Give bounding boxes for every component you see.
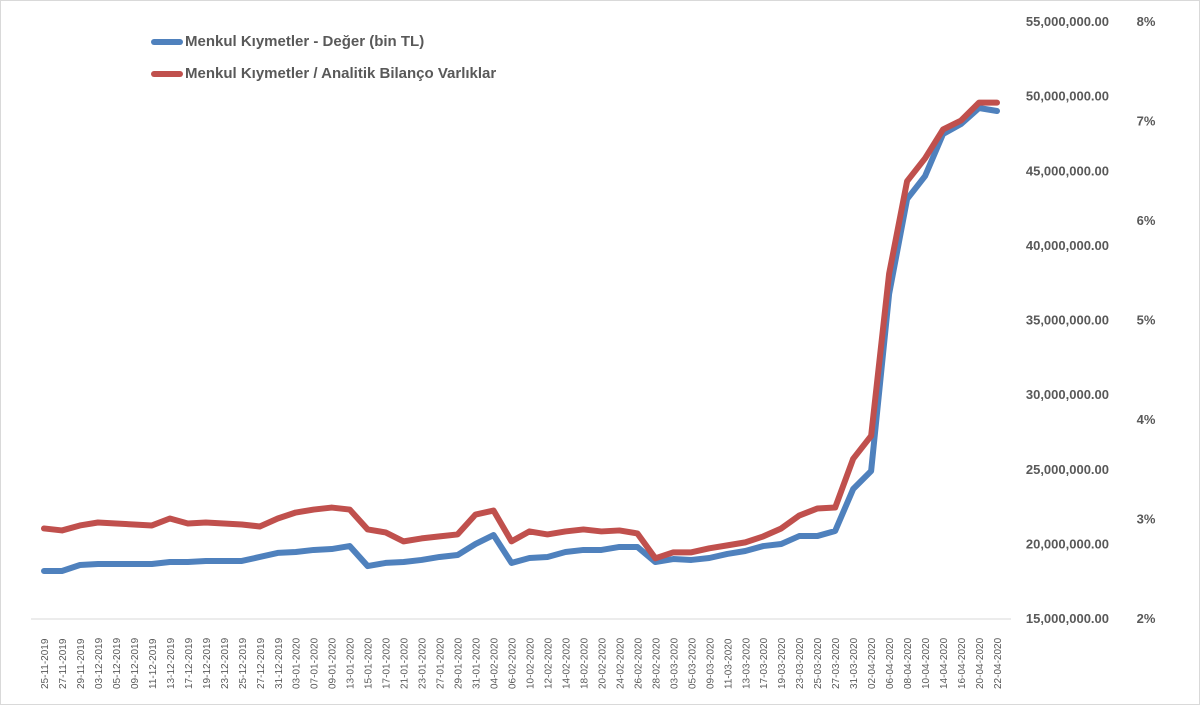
x-tick-label: 31-03-2020 — [849, 637, 860, 689]
x-tick-label: 10-02-2020 — [525, 637, 536, 689]
x-tick-label: 23-01-2020 — [418, 637, 429, 689]
x-tick-label: 11-12-2019 — [148, 638, 159, 689]
x-tick-label: 23-12-2019 — [220, 637, 231, 689]
x-tick-label: 10-04-2020 — [921, 637, 932, 689]
x-tick-label: 03-12-2019 — [94, 637, 105, 689]
x-tick-label: 15-01-2020 — [364, 637, 375, 689]
x-tick-label: 02-04-2020 — [867, 637, 878, 689]
y-left-tick-label: 30,000,000.00 — [1026, 387, 1109, 402]
x-tick-label: 17-12-2019 — [184, 637, 195, 689]
x-tick-label: 18-02-2020 — [579, 637, 590, 689]
x-tick-label: 29-01-2020 — [454, 637, 465, 689]
x-tick-label: 20-04-2020 — [975, 637, 986, 689]
x-tick-label: 28-02-2020 — [651, 637, 662, 689]
series-line-value — [41, 105, 1000, 574]
x-tick-label: 21-01-2020 — [400, 637, 411, 689]
x-tick-label: 27-12-2019 — [256, 637, 267, 689]
x-tick-label: 09-03-2020 — [705, 637, 716, 689]
x-tick-label: 06-04-2020 — [885, 637, 896, 689]
y-left-tick-label: 15,000,000.00 — [1026, 611, 1109, 626]
y-right-tick-label: 3% — [1137, 512, 1156, 527]
x-tick-label: 13-01-2020 — [346, 637, 357, 689]
x-tick-label: 17-03-2020 — [759, 637, 770, 689]
y-right-tick-label: 4% — [1137, 412, 1156, 427]
x-tick-label: 22-04-2020 — [993, 637, 1004, 689]
x-tick-label: 09-12-2019 — [130, 637, 141, 689]
y-left-tick-label: 35,000,000.00 — [1026, 313, 1109, 328]
legend-label: Menkul Kıymetler - Değer (bin TL) — [185, 33, 425, 50]
legend-item-value: Menkul Kıymetler - Değer (bin TL) — [151, 33, 424, 50]
y-right-tick-label: 2% — [1137, 611, 1156, 626]
legend-item-ratio: Menkul Kıymetler / Analitik Bilanço Varl… — [151, 65, 496, 82]
x-tick-label: 13-12-2019 — [166, 637, 177, 689]
legend-swatch-blue — [151, 38, 183, 45]
x-tick-label: 23-03-2020 — [795, 637, 806, 689]
x-tick-label: 07-01-2020 — [310, 637, 321, 689]
x-tick-label: 08-04-2020 — [903, 637, 914, 689]
y-left-tick-label: 25,000,000.00 — [1026, 462, 1109, 477]
y-right-tick-label: 6% — [1137, 213, 1156, 228]
x-tick-label: 14-04-2020 — [939, 637, 950, 689]
y-right-tick-label: 5% — [1137, 313, 1156, 328]
x-tick-label: 19-03-2020 — [777, 637, 788, 689]
x-tick-label: 09-01-2020 — [328, 637, 339, 689]
x-tick-label: 04-02-2020 — [490, 637, 501, 689]
x-tick-label: 03-01-2020 — [292, 637, 303, 689]
x-tick-label: 27-11-2019 — [58, 638, 69, 689]
x-tick-label: 31-12-2019 — [274, 637, 285, 689]
x-tick-label: 12-02-2020 — [543, 637, 554, 689]
x-tick-label: 11-03-2020 — [723, 638, 734, 689]
x-tick-label: 17-01-2020 — [382, 637, 393, 689]
x-tick-label: 05-12-2019 — [112, 637, 123, 689]
y-left-tick-label: 20,000,000.00 — [1026, 536, 1109, 551]
x-tick-label: 20-02-2020 — [597, 637, 608, 689]
x-tick-label: 16-04-2020 — [957, 637, 968, 689]
legend-swatch-red — [151, 70, 183, 77]
x-tick-label: 31-01-2020 — [472, 637, 483, 689]
x-tick-label: 24-02-2020 — [615, 637, 626, 689]
y-left-tick-label: 40,000,000.00 — [1026, 238, 1109, 253]
x-tick-label: 14-02-2020 — [561, 637, 572, 689]
x-tick-label: 26-02-2020 — [633, 637, 644, 689]
x-tick-label: 19-12-2019 — [202, 637, 213, 689]
x-tick-label: 05-03-2020 — [687, 637, 698, 689]
y-left-tick-label: 55,000,000.00 — [1026, 14, 1109, 29]
series-line-ratio — [41, 99, 1000, 562]
x-tick-label: 25-11-2019 — [40, 638, 51, 689]
y-right-tick-label: 7% — [1137, 114, 1156, 129]
y-left-tick-label: 45,000,000.00 — [1026, 163, 1109, 178]
x-tick-label: 27-01-2020 — [436, 637, 447, 689]
legend-label: Menkul Kıymetler / Analitik Bilanço Varl… — [185, 65, 497, 82]
x-tick-label: 29-11-2019 — [76, 638, 87, 689]
x-tick-label: 27-03-2020 — [831, 637, 842, 689]
x-tick-label: 06-02-2020 — [508, 637, 519, 689]
x-tick-label: 25-03-2020 — [813, 637, 824, 689]
x-tick-label: 13-03-2020 — [741, 637, 752, 689]
y-right-tick-label: 8% — [1137, 14, 1156, 29]
x-tick-label: 25-12-2019 — [238, 637, 249, 689]
y-left-tick-label: 50,000,000.00 — [1026, 89, 1109, 104]
x-tick-label: 03-03-2020 — [669, 637, 680, 689]
